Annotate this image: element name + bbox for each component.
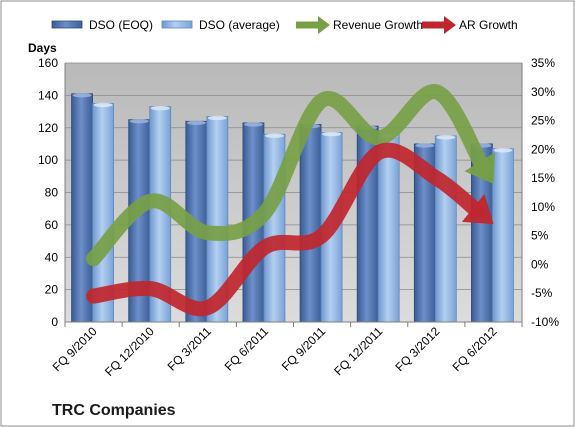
bar	[377, 133, 400, 323]
bar	[434, 135, 457, 323]
bar	[492, 148, 514, 323]
axes	[64, 63, 523, 327]
y2-tick-label: 25%	[531, 114, 555, 128]
bar-cap	[415, 143, 435, 148]
legend-label: DSO (average)	[199, 18, 280, 32]
y-tick-label: 0	[51, 315, 58, 329]
y2-tick-label: 30%	[531, 85, 555, 99]
legend-swatch	[51, 20, 83, 29]
y-tick-label: 20	[45, 283, 59, 297]
legend-swatch-arrow	[444, 16, 456, 34]
y2-tick-label: 0%	[531, 257, 549, 271]
y2-tick-label: -5%	[531, 286, 553, 300]
y2-tick-label: -10%	[531, 315, 559, 329]
y2-tick-label: 35%	[531, 56, 555, 70]
series-arrowhead	[461, 193, 494, 225]
left-axis-ticks: 0 20 40 60 80 100 120 140 160	[38, 56, 58, 329]
y2-tick-label: 10%	[531, 200, 555, 214]
bar-cap	[93, 102, 113, 108]
bar-cap	[72, 93, 92, 98]
y-tick-label: 140	[38, 88, 58, 102]
company-title: TRC Companies	[52, 402, 176, 419]
growth-series	[86, 84, 496, 317]
bar-cap	[243, 122, 263, 127]
y-tick-label: 120	[38, 121, 58, 135]
y-tick-label: 40	[45, 250, 59, 264]
bar-cap	[186, 120, 206, 125]
series-arrowhead	[464, 152, 496, 184]
legend-label: DSO (EOQ)	[89, 18, 153, 32]
bar-cap	[322, 131, 342, 137]
y2-tick-label: 5%	[531, 229, 549, 243]
y-axis-title: Days	[28, 41, 57, 55]
legend-label: AR Growth	[459, 18, 518, 32]
legend: DSO (EOQ) DSO (average) Revenue Growth AR G…	[51, 16, 518, 34]
bar-cap	[436, 135, 456, 140]
right-axis-ticks: -10% -5% 0% 5% 10% 15% 20% 25% 30% 35%	[531, 56, 559, 329]
bar	[71, 93, 93, 323]
bar-cap	[264, 133, 284, 138]
legend-swatch-arrow	[318, 16, 330, 34]
bar-cap	[129, 118, 149, 124]
y-tick-label: 160	[38, 56, 58, 70]
legend-label: Revenue Growth	[333, 18, 423, 32]
y-tick-label: 100	[38, 153, 58, 167]
y2-tick-label: 15%	[531, 171, 555, 185]
y-tick-label: 60	[45, 218, 59, 232]
bar	[299, 124, 322, 323]
y2-tick-label: 20%	[531, 142, 555, 156]
y-tick-label: 80	[45, 186, 59, 200]
legend-swatch	[161, 20, 193, 29]
bar-cap	[150, 106, 170, 111]
bar-cap	[493, 148, 513, 153]
bar-cap	[207, 115, 227, 121]
series-line	[86, 84, 490, 267]
series-line	[86, 142, 485, 317]
